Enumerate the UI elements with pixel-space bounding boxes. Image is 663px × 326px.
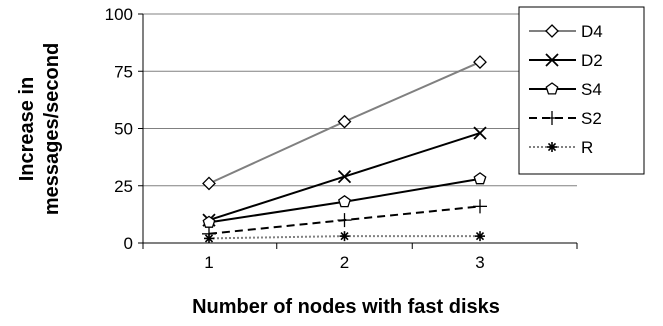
y-axis-title-line2: messages/second — [41, 43, 63, 215]
legend-marker-R — [547, 142, 557, 152]
data-point-R — [475, 231, 485, 242]
y-tick-label: 100 — [105, 5, 133, 24]
y-tick-label: 0 — [124, 234, 133, 253]
data-point-R — [339, 231, 350, 242]
data-point-D4 — [473, 55, 487, 70]
grid-lines — [143, 13, 577, 187]
legend-box — [518, 6, 645, 175]
legend-item-D4: D4 — [529, 22, 603, 41]
legend-item-S4: S4 — [529, 80, 602, 99]
data-point-R — [204, 233, 214, 244]
legend-label-R: R — [581, 138, 593, 157]
marker-stroke — [473, 126, 487, 140]
legend-marker-D2 — [545, 53, 559, 67]
legend-item-R: R — [529, 138, 593, 157]
legend-label-S2: S2 — [581, 109, 602, 128]
data-point-S2 — [473, 199, 487, 214]
x-tick-label: 1 — [204, 253, 213, 272]
tick-labels: 0 25 50 75 100 1 2 3 — [105, 5, 485, 272]
series-line-R — [208, 235, 480, 240]
legend-item-D2: D2 — [529, 51, 603, 70]
data-point-S4 — [473, 172, 487, 185]
data-point-D4 — [337, 114, 352, 129]
legend-marker-D4 — [545, 24, 559, 38]
series-D4 — [202, 55, 487, 191]
y-tick-label: 25 — [114, 177, 133, 196]
marker-stroke — [475, 232, 485, 241]
x-tick-label: 3 — [475, 253, 484, 272]
legend-marker-S4 — [545, 82, 559, 95]
legend-marker-S2 — [545, 111, 559, 125]
axes — [138, 13, 578, 249]
series-R — [204, 231, 485, 244]
x-tick-label: 2 — [340, 253, 349, 272]
data-point-D4 — [202, 176, 216, 191]
marker-stroke — [337, 169, 352, 184]
marker-stroke — [547, 142, 557, 152]
data-point-D2 — [337, 169, 352, 184]
marker-stroke — [204, 234, 214, 243]
y-tick-label: 50 — [114, 120, 133, 139]
legend-label-D2: D2 — [581, 51, 603, 70]
legend-label-D4: D4 — [581, 22, 603, 41]
y-tick-label: 75 — [114, 62, 133, 81]
series-D2 — [202, 126, 487, 227]
series-lines — [202, 55, 487, 244]
data-point-S4 — [338, 194, 351, 208]
data-point-S2 — [337, 213, 352, 228]
marker-stroke — [545, 53, 559, 67]
legend-label-S4: S4 — [581, 80, 602, 99]
marker-stroke — [340, 232, 349, 241]
legend-item-S2: S2 — [529, 109, 602, 128]
x-axis-title: Number of nodes with fast disks — [192, 296, 500, 318]
data-point-D2 — [473, 126, 487, 140]
legend: D4 D2 S4 S2 R — [518, 6, 645, 175]
y-axis-title-line1: Increase in — [16, 77, 38, 182]
